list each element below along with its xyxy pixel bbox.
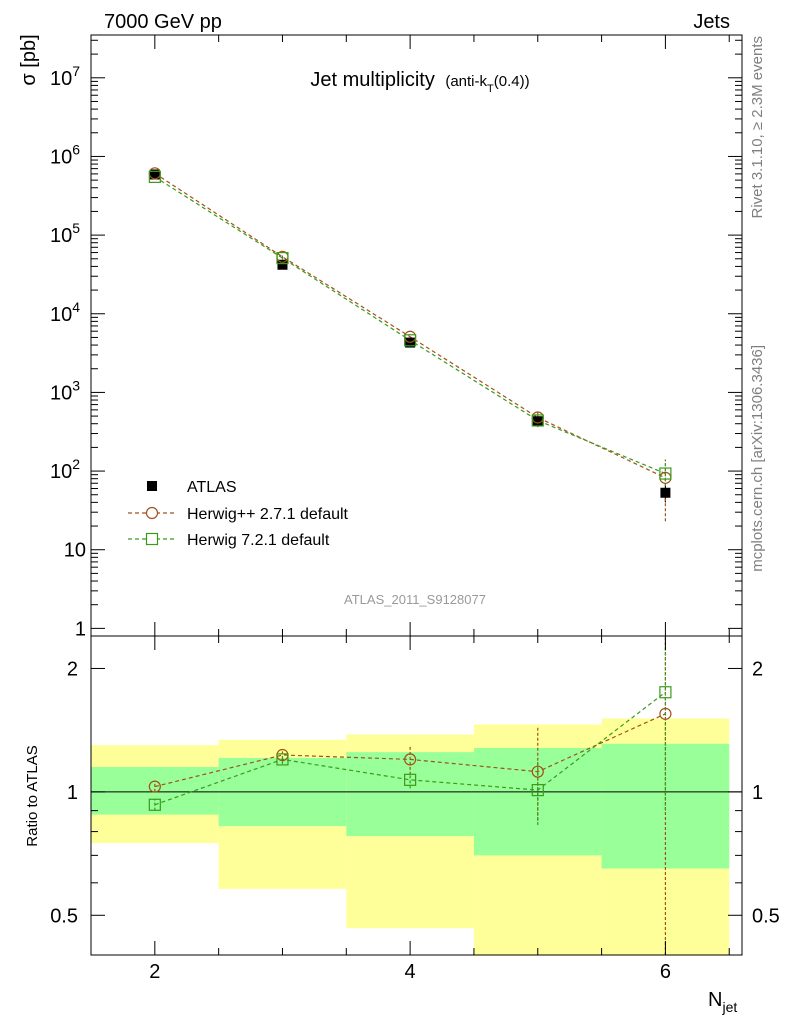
y-tick-label: 104 — [50, 299, 80, 326]
rivet-version-label: Rivet 3.1.10, ≥ 2.3M events — [749, 36, 766, 219]
y-tick-label: 1 — [75, 618, 86, 640]
y-tick-label: 107 — [50, 63, 80, 90]
ratio-series-line — [154, 713, 666, 788]
ratio-point-herwig7 — [404, 773, 417, 786]
data-point-herwig7 — [148, 170, 161, 183]
data-point-herwig7 — [659, 467, 672, 480]
ratio-point-herwigpp — [531, 765, 544, 778]
ratio-y-tick-label-right: 2 — [752, 658, 763, 680]
ratio-frame — [90, 635, 743, 956]
legend-item-herwigpp: Herwig++ 2.7.1 default — [128, 506, 349, 523]
analysis-watermark: ATLAS_2011_S9128077 — [344, 592, 486, 607]
legend: ATLAS Herwig++ 2.7.1 default Herwig 7.2.… — [128, 479, 349, 549]
ratio-y-tick-label-left: 1 — [67, 782, 78, 804]
legend-marker-atlas — [147, 481, 157, 491]
data-point-herwig7 — [531, 414, 544, 427]
ratio-point-herwigpp — [659, 707, 672, 720]
y-tick-label: 103 — [50, 377, 80, 404]
main-axis-ticks: 1 10 102 103 104 105 106 107 — [50, 35, 742, 640]
x-tick-label: 4 — [405, 961, 416, 983]
legend-marker-herwig7 — [145, 532, 159, 546]
main-panel: 1 10 102 103 104 105 106 107 σ [pb] Jet multipl… — [18, 34, 743, 640]
ratio-y-tick-label-left: 0.5 — [50, 905, 78, 927]
y-axis-label: σ [pb] — [18, 34, 40, 85]
ratio-y-tick-label-right: 0.5 — [752, 905, 780, 927]
legend-item-herwig7: Herwig 7.2.1 default — [128, 532, 330, 549]
ratio-data-layer — [91, 636, 742, 955]
ratio-y-tick-label-left: 2 — [67, 658, 78, 680]
y-tick-label: 105 — [50, 220, 80, 247]
data-point-herwig7 — [276, 252, 289, 265]
ratio-y-axis-label: Ratio to ATLAS — [24, 745, 41, 846]
x-tick-label: 2 — [149, 961, 160, 983]
band-inner — [346, 752, 474, 837]
legend-label-atlas: ATLAS — [187, 479, 237, 496]
data-point-atlas — [532, 416, 543, 427]
legend-item-atlas: ATLAS — [147, 479, 237, 496]
data-point-atlas — [660, 487, 671, 498]
ratio-point-herwig7 — [531, 783, 544, 797]
mcplots-source-label: mcplots.cern.ch [arXiv:1306.3436] — [749, 345, 766, 572]
ratio-y-tick-label-right: 1 — [752, 782, 763, 804]
ratio-panel: 0.5 0.5 1 1 2 2 2 4 6 Ratio to ATLAS — [24, 635, 780, 983]
legend-marker-herwigpp — [145, 506, 159, 520]
data-point-atlas — [149, 169, 160, 180]
legend-label-herwigpp: Herwig++ 2.7.1 default — [187, 506, 349, 523]
main-data-layer — [148, 167, 672, 522]
series-line — [154, 176, 666, 475]
header-process-label: Jets — [693, 11, 730, 33]
y-tick-label: 102 — [50, 456, 80, 483]
x-axis-label: Njet — [708, 989, 737, 1015]
ratio-axis-ticks: 0.5 0.5 1 1 2 2 2 4 6 — [50, 636, 780, 983]
series-line — [154, 172, 666, 479]
ratio-point-herwigpp — [404, 753, 417, 766]
y-tick-label: 106 — [50, 141, 80, 168]
ratio-point-herwig7 — [148, 798, 161, 811]
y-tick-label: 10 — [64, 540, 86, 562]
x-tick-label: 6 — [660, 961, 671, 983]
ratio-point-herwigpp — [148, 780, 161, 793]
chart-title: Jet multiplicity (anti-kT(0.4)) — [310, 69, 529, 95]
data-point-atlas — [277, 259, 288, 270]
ratio-point-herwig7 — [659, 686, 672, 699]
header-energy-label: 7000 GeV pp — [104, 11, 222, 33]
data-point-herwig7 — [404, 334, 417, 347]
ratio-point-herwig7 — [276, 753, 289, 766]
legend-label-herwig7: Herwig 7.2.1 default — [187, 532, 330, 549]
